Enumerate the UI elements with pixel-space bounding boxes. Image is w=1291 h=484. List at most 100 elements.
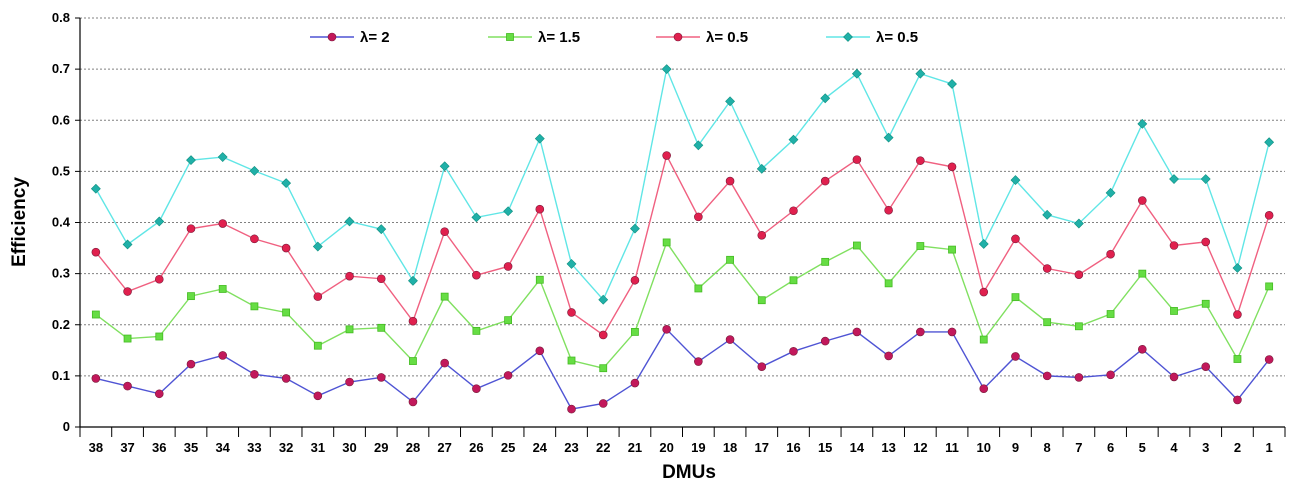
data-point: [439, 161, 450, 172]
data-point: [852, 327, 862, 337]
legend-label: λ= 2: [360, 29, 390, 46]
data-point: [154, 274, 164, 284]
data-point: [312, 241, 323, 252]
legend-item-2: λ= 1.5: [488, 29, 580, 46]
data-point: [631, 328, 639, 336]
data-point: [1042, 371, 1052, 381]
data-point: [1138, 344, 1147, 354]
data-point: [440, 358, 449, 368]
data-point: [534, 133, 545, 144]
data-point: [1169, 372, 1179, 382]
data-point: [250, 234, 259, 244]
data-point: [218, 351, 227, 360]
data-point: [1074, 373, 1084, 382]
data-point: [884, 351, 893, 361]
data-point: [979, 384, 989, 393]
data-point: [1232, 263, 1243, 273]
data-point: [725, 176, 735, 186]
data-point: [504, 316, 512, 325]
data-point: [694, 357, 703, 366]
x-tick-label: 27: [437, 440, 451, 455]
data-point: [948, 245, 956, 254]
x-tick-label: 11: [945, 440, 959, 455]
data-point: [947, 79, 957, 89]
x-tick-label: 10: [977, 440, 991, 455]
data-point: [440, 292, 449, 301]
data-point: [472, 270, 481, 280]
data-point: [91, 310, 100, 319]
data-point: [630, 223, 640, 234]
legend-label: λ= 0.5: [876, 29, 918, 46]
data-point: [916, 242, 925, 250]
data-point: [661, 64, 672, 75]
data-point: [123, 287, 132, 296]
x-tick-label: 37: [120, 440, 134, 455]
data-point: [630, 275, 640, 285]
data-point: [694, 284, 703, 293]
data-point: [567, 356, 576, 365]
data-point: [376, 274, 386, 284]
data-point: [916, 156, 925, 165]
data-point: [694, 212, 703, 222]
x-tick-label: 4: [1170, 440, 1178, 455]
data-point: [598, 399, 608, 408]
data-point: [1042, 264, 1052, 273]
data-point: [820, 176, 830, 186]
data-point: [408, 316, 418, 326]
data-point: [345, 271, 354, 281]
y-tick-label: 0.3: [52, 266, 70, 281]
data-point: [789, 276, 798, 285]
data-point: [1138, 196, 1147, 205]
data-point: [884, 279, 893, 288]
data-point: [122, 239, 133, 250]
data-point: [1073, 218, 1084, 229]
data-point: [186, 359, 196, 369]
data-point: [1074, 270, 1084, 279]
x-tick-label: 8: [1044, 440, 1051, 455]
data-point: [282, 308, 291, 317]
data-point: [186, 155, 196, 166]
data-point: [1264, 355, 1274, 364]
data-point: [843, 32, 853, 42]
x-tick-label: 9: [1012, 440, 1019, 455]
data-point: [852, 155, 862, 164]
legend-label: λ= 1.5: [538, 29, 580, 46]
data-point: [1010, 175, 1021, 185]
data-point: [1105, 187, 1116, 198]
data-point: [1138, 269, 1147, 278]
data-point: [788, 134, 799, 145]
data-point: [1233, 310, 1242, 319]
data-point: [123, 381, 132, 391]
data-point: [598, 330, 608, 340]
y-tick-label: 0.7: [52, 61, 70, 76]
x-tick-label: 28: [406, 440, 420, 455]
x-tick-label: 6: [1107, 440, 1114, 455]
data-point: [218, 285, 227, 293]
data-point: [1042, 209, 1053, 220]
data-point: [154, 389, 164, 399]
x-tick-label: 21: [628, 440, 642, 455]
x-tick-label: 12: [913, 440, 927, 455]
data-point: [947, 162, 957, 172]
x-tick-label: 1: [1266, 440, 1273, 455]
data-point: [1264, 211, 1274, 220]
x-tick-label: 34: [215, 440, 230, 455]
tick-labels: 00.10.20.30.40.50.60.70.838 37 36 35 34 33 32 3…: [52, 10, 1273, 455]
data-point: [693, 140, 704, 151]
data-point: [376, 373, 386, 382]
data-point: [313, 292, 323, 301]
x-tick-label: 36: [152, 440, 166, 455]
data-point: [567, 404, 576, 414]
data-point: [978, 239, 989, 249]
data-point: [725, 96, 735, 107]
data-point: [662, 151, 671, 160]
data-point: [344, 216, 355, 227]
legend-label: λ= 0.5: [706, 29, 748, 46]
legend-item-1: λ= 2: [310, 29, 390, 46]
data-point: [1011, 352, 1020, 361]
x-tick-label: 13: [881, 440, 895, 455]
data-point: [281, 243, 291, 253]
data-point: [1201, 362, 1211, 371]
x-tick-label: 7: [1075, 440, 1082, 455]
